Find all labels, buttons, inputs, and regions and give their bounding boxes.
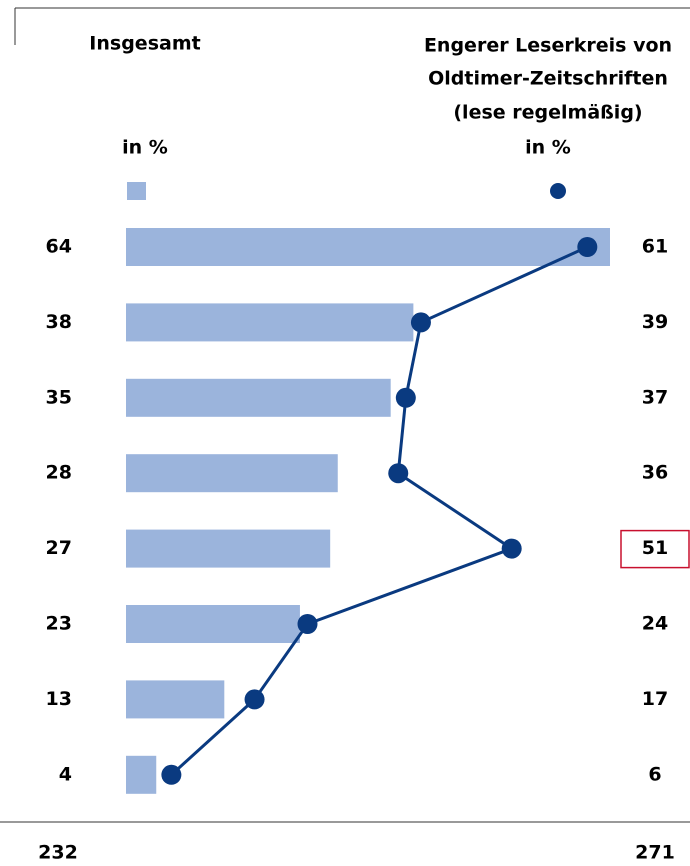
- bar-value: 13: [46, 688, 72, 710]
- right-unit: in %: [525, 137, 571, 159]
- line-value: 17: [642, 688, 668, 710]
- line-value: 24: [642, 613, 668, 635]
- line-value: 51: [642, 537, 668, 559]
- total-left: 232: [38, 842, 78, 864]
- line-point: [501, 538, 522, 559]
- bar: [126, 454, 338, 493]
- line: [170, 245, 588, 776]
- right-header: Oldtimer-Zeitschriften: [428, 68, 668, 90]
- legend-dot: [550, 183, 566, 199]
- bar: [126, 755, 157, 794]
- line-value: 37: [642, 386, 668, 408]
- line-point: [410, 312, 431, 333]
- total-right: 271: [635, 842, 675, 864]
- left-header: Insgesamt: [89, 33, 200, 55]
- bar-value: 27: [46, 537, 72, 559]
- line-value: 6: [648, 763, 661, 785]
- right-header: Engerer Leserkreis von: [424, 35, 672, 57]
- bar-value: 64: [46, 236, 72, 258]
- bar-value: 28: [46, 462, 72, 484]
- left-unit: in %: [122, 137, 168, 159]
- bar-value: 4: [59, 763, 72, 785]
- bar: [126, 680, 225, 719]
- line-value: 39: [642, 311, 668, 333]
- line-value: 61: [642, 236, 668, 258]
- bar: [126, 303, 414, 342]
- right-header: (lese regelmäßig): [453, 102, 642, 124]
- line-point: [161, 764, 182, 785]
- bar: [126, 228, 610, 266]
- line-point: [244, 689, 265, 710]
- line-point: [297, 614, 318, 634]
- bar: [126, 529, 331, 568]
- legend-bar: [127, 182, 146, 200]
- bar-value: 35: [46, 386, 72, 408]
- bar: [126, 605, 300, 643]
- bar: [126, 378, 391, 417]
- line-point: [388, 463, 409, 484]
- bar-value: 23: [46, 613, 72, 635]
- line-point: [577, 237, 598, 257]
- line-value: 36: [642, 462, 668, 484]
- line-point: [395, 387, 416, 408]
- bar-value: 38: [46, 311, 72, 333]
- highlight-box: [620, 529, 690, 569]
